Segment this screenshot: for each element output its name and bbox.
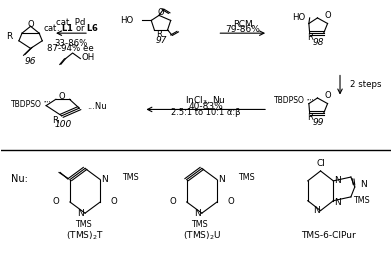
Text: R: R	[52, 116, 58, 125]
Text: TMS: TMS	[354, 196, 370, 205]
Text: ...Nu: ...Nu	[87, 102, 107, 111]
Text: cat. $\mathbf{L1}$ or $\mathbf{L6}$: cat. $\mathbf{L1}$ or $\mathbf{L6}$	[43, 22, 99, 33]
Text: 40-83%: 40-83%	[188, 102, 223, 111]
Text: N: N	[77, 209, 84, 218]
Text: (TMS)$_2$T: (TMS)$_2$T	[66, 229, 104, 242]
Text: 97: 97	[155, 36, 167, 45]
Text: N: N	[102, 175, 108, 184]
Text: '''': ''''	[306, 99, 313, 104]
Text: O: O	[111, 197, 117, 206]
Text: O: O	[158, 8, 164, 17]
Text: N: N	[218, 175, 225, 184]
Text: 2.5:1 to 10:1 α:β: 2.5:1 to 10:1 α:β	[171, 108, 240, 117]
Text: R: R	[6, 32, 12, 41]
Text: 98: 98	[312, 38, 324, 47]
Text: N: N	[194, 209, 201, 218]
Text: HO: HO	[120, 16, 134, 25]
Text: O: O	[58, 92, 65, 101]
Text: N: N	[360, 180, 367, 189]
Text: TBDPSO: TBDPSO	[274, 96, 305, 105]
Text: TMS: TMS	[238, 172, 255, 181]
Text: N: N	[313, 206, 320, 215]
Text: O: O	[53, 197, 60, 206]
Text: O: O	[324, 11, 331, 20]
Text: R: R	[307, 113, 313, 122]
Text: 87-94% ee: 87-94% ee	[47, 44, 94, 53]
Text: (TMS)$_2$U: (TMS)$_2$U	[183, 229, 221, 242]
Text: N: N	[334, 176, 341, 185]
Text: R: R	[156, 30, 162, 39]
Text: TMS: TMS	[122, 172, 138, 181]
Text: 99: 99	[312, 118, 324, 127]
Text: O: O	[27, 20, 34, 29]
Text: 2 steps: 2 steps	[350, 79, 381, 88]
Text: RCM: RCM	[233, 20, 252, 29]
Text: O: O	[227, 197, 234, 206]
Text: TMS: TMS	[192, 220, 208, 229]
Text: cat. Pd: cat. Pd	[56, 18, 85, 27]
Text: O: O	[170, 197, 176, 206]
Text: HO: HO	[292, 13, 305, 22]
Text: N: N	[334, 198, 341, 207]
Text: 33-86%: 33-86%	[54, 39, 87, 48]
Text: 96: 96	[25, 57, 36, 66]
Text: 79-86%: 79-86%	[225, 25, 260, 34]
Text: R: R	[307, 33, 313, 42]
Text: '''': ''''	[43, 101, 51, 106]
Text: Cl: Cl	[316, 159, 325, 168]
Text: OH: OH	[82, 53, 95, 62]
Text: 100: 100	[54, 120, 72, 129]
Text: InCl$_3$, Nu: InCl$_3$, Nu	[185, 94, 226, 107]
Text: O: O	[324, 91, 331, 100]
Text: TBDPSO: TBDPSO	[11, 100, 42, 109]
Text: TMS-6-ClPur: TMS-6-ClPur	[301, 231, 356, 240]
Text: TMS: TMS	[75, 220, 91, 229]
Text: Nu:: Nu:	[11, 174, 28, 184]
